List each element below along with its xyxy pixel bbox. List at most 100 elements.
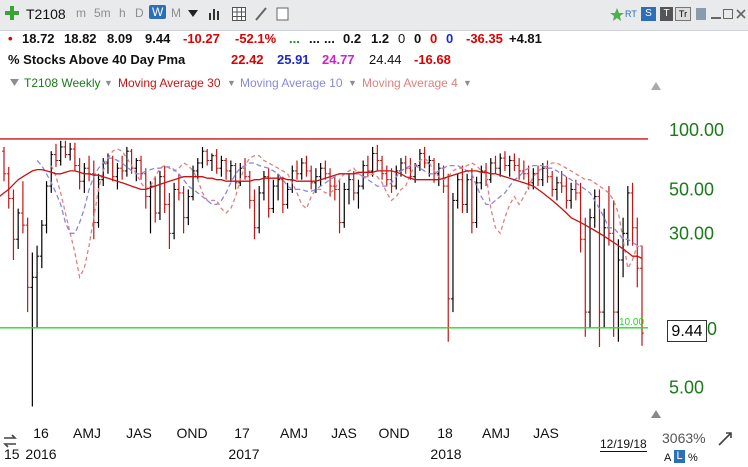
axis-mode-A-button[interactable]: A [664, 452, 672, 464]
ohlc-bar [186, 189, 191, 226]
ohlc-bar [380, 155, 385, 180]
timeframe-month-button[interactable]: M [171, 6, 181, 20]
ohlc-bar [597, 189, 602, 347]
t-button-icon[interactable]: T [660, 7, 673, 21]
ohlc-bar [635, 217, 640, 288]
ohlc-bar [247, 170, 252, 209]
legend-series[interactable]: T2108 Weekly [24, 76, 101, 90]
scroll-top-icon[interactable] [651, 82, 661, 91]
ohlc-bar [91, 160, 96, 240]
ohlc-bar [512, 153, 517, 171]
ohlc-bar [39, 220, 44, 269]
collapse-legend-icon[interactable] [10, 79, 19, 88]
y-axis: 100.00 50.00 30.00 5.00 [669, 120, 724, 397]
ohlc-bar [517, 158, 522, 180]
close-icon[interactable] [735, 7, 747, 21]
ohlc-bar [96, 173, 101, 228]
ohlc-bar [20, 181, 25, 234]
timeframe-day-button[interactable]: D [135, 6, 144, 20]
legend-ma30-dropdown-icon[interactable]: ▼ [227, 78, 236, 88]
ohlc-bar [521, 160, 526, 180]
quote-v7: -36.35 [466, 31, 503, 46]
ohlc-bar [365, 155, 370, 177]
scroll-up-icon[interactable] [651, 410, 661, 419]
ohlc-bar [606, 186, 611, 246]
legend-ma4[interactable]: Moving Average 4 [362, 76, 458, 90]
add-symbol-icon[interactable] [5, 6, 19, 20]
save-icon[interactable] [695, 7, 707, 21]
grid-icon[interactable] [232, 7, 246, 21]
ohlc-bar [214, 149, 219, 174]
ohlc-bar [559, 170, 564, 193]
timeframe-minute-button[interactable]: m [76, 6, 86, 20]
quote-v4: 0 [414, 31, 422, 46]
ohlc-bar [318, 162, 323, 187]
indicator-ma4-value: 24.77 [322, 52, 355, 67]
ohlc-bar [455, 173, 460, 209]
ohlc-bar [58, 140, 63, 166]
ohlc-bar [205, 149, 210, 166]
ohlc-bar [640, 245, 644, 346]
note-icon[interactable] [276, 6, 290, 22]
ohlc-bar [82, 162, 87, 193]
quote-last: 9.44 [145, 31, 171, 46]
ohlc-bar [53, 143, 58, 167]
ohlc-bar [545, 160, 550, 183]
timeframe-hour-button[interactable]: h [119, 6, 126, 20]
ohlc-bar [332, 176, 337, 201]
quote-v6: 0 [446, 31, 454, 46]
ohlc-bar [554, 176, 559, 201]
s-button-icon[interactable]: S [641, 7, 656, 21]
legend-ma30[interactable]: Moving Average 30 [118, 76, 221, 90]
x-year-label-partial: 15 [4, 446, 20, 462]
ohlc-bar [403, 155, 408, 174]
toolbar: T2108 m 5m h D W M RT S T Tr [0, 0, 748, 31]
tr-button-icon[interactable]: Tr [675, 7, 691, 21]
maximize-icon[interactable] [722, 7, 734, 21]
rt-icon[interactable]: RT [625, 9, 637, 19]
legend-ma4-dropdown-icon[interactable]: ▼ [463, 78, 472, 88]
x-tick-label: AMJ [73, 425, 101, 441]
timeframe-5minute-button[interactable]: 5m [94, 6, 111, 20]
ohlc-bar [238, 162, 243, 187]
x-year-label: 2018 [430, 446, 461, 462]
symbol-label[interactable]: T2108 [26, 6, 66, 22]
ma30-line [0, 168, 643, 259]
legend-ma10-dropdown-icon[interactable]: ▼ [348, 78, 357, 88]
indicator-name: % Stocks Above 40 Day Pma [8, 52, 186, 67]
ohlc-bar [11, 189, 16, 260]
expand-icon[interactable] [718, 432, 732, 446]
alert-icon[interactable] [610, 8, 624, 21]
indicator-value: 24.44 [369, 52, 402, 67]
quote-low: 8.09 [107, 31, 133, 46]
legend-series-dropdown-icon[interactable]: ▼ [104, 78, 113, 88]
ohlc-bar [299, 158, 304, 180]
quote-dots-2: ... [309, 31, 320, 46]
indicator-ma30-value: 22.42 [231, 52, 264, 67]
ohlc-bar [6, 166, 11, 209]
axis-mode-pct-button[interactable]: % [688, 452, 698, 464]
quote-dots-1: ... [289, 31, 300, 46]
ohlc-bar [134, 158, 139, 182]
ohlc-bar [191, 165, 196, 201]
dropdown-icon[interactable] [188, 10, 198, 18]
quote-v2: 1.2 [371, 31, 390, 46]
axis-mode-L-button[interactable]: L [674, 450, 685, 463]
timeframe-week-button[interactable]: W [149, 5, 167, 19]
indicator-row: % Stocks Above 40 Day Pma 22.42 25.91 24… [0, 52, 748, 70]
draw-tool-icon[interactable] [254, 6, 268, 22]
ohlc-bar [550, 170, 555, 197]
ohlc-bar [583, 217, 588, 337]
x-tick-label: OND [378, 425, 409, 441]
ohlc-bar [493, 155, 498, 174]
legend-ma10[interactable]: Moving Average 10 [240, 76, 343, 90]
quote-dots-3: ... [324, 31, 335, 46]
ohlc-bar [25, 217, 30, 313]
bar-chart-icon[interactable] [208, 7, 222, 21]
ohlc-bar [167, 192, 172, 250]
sync-icon[interactable] [2, 434, 18, 448]
minimize-icon[interactable] [710, 7, 722, 21]
ohlc-bar [484, 162, 489, 187]
ohlc-bar [243, 158, 248, 180]
